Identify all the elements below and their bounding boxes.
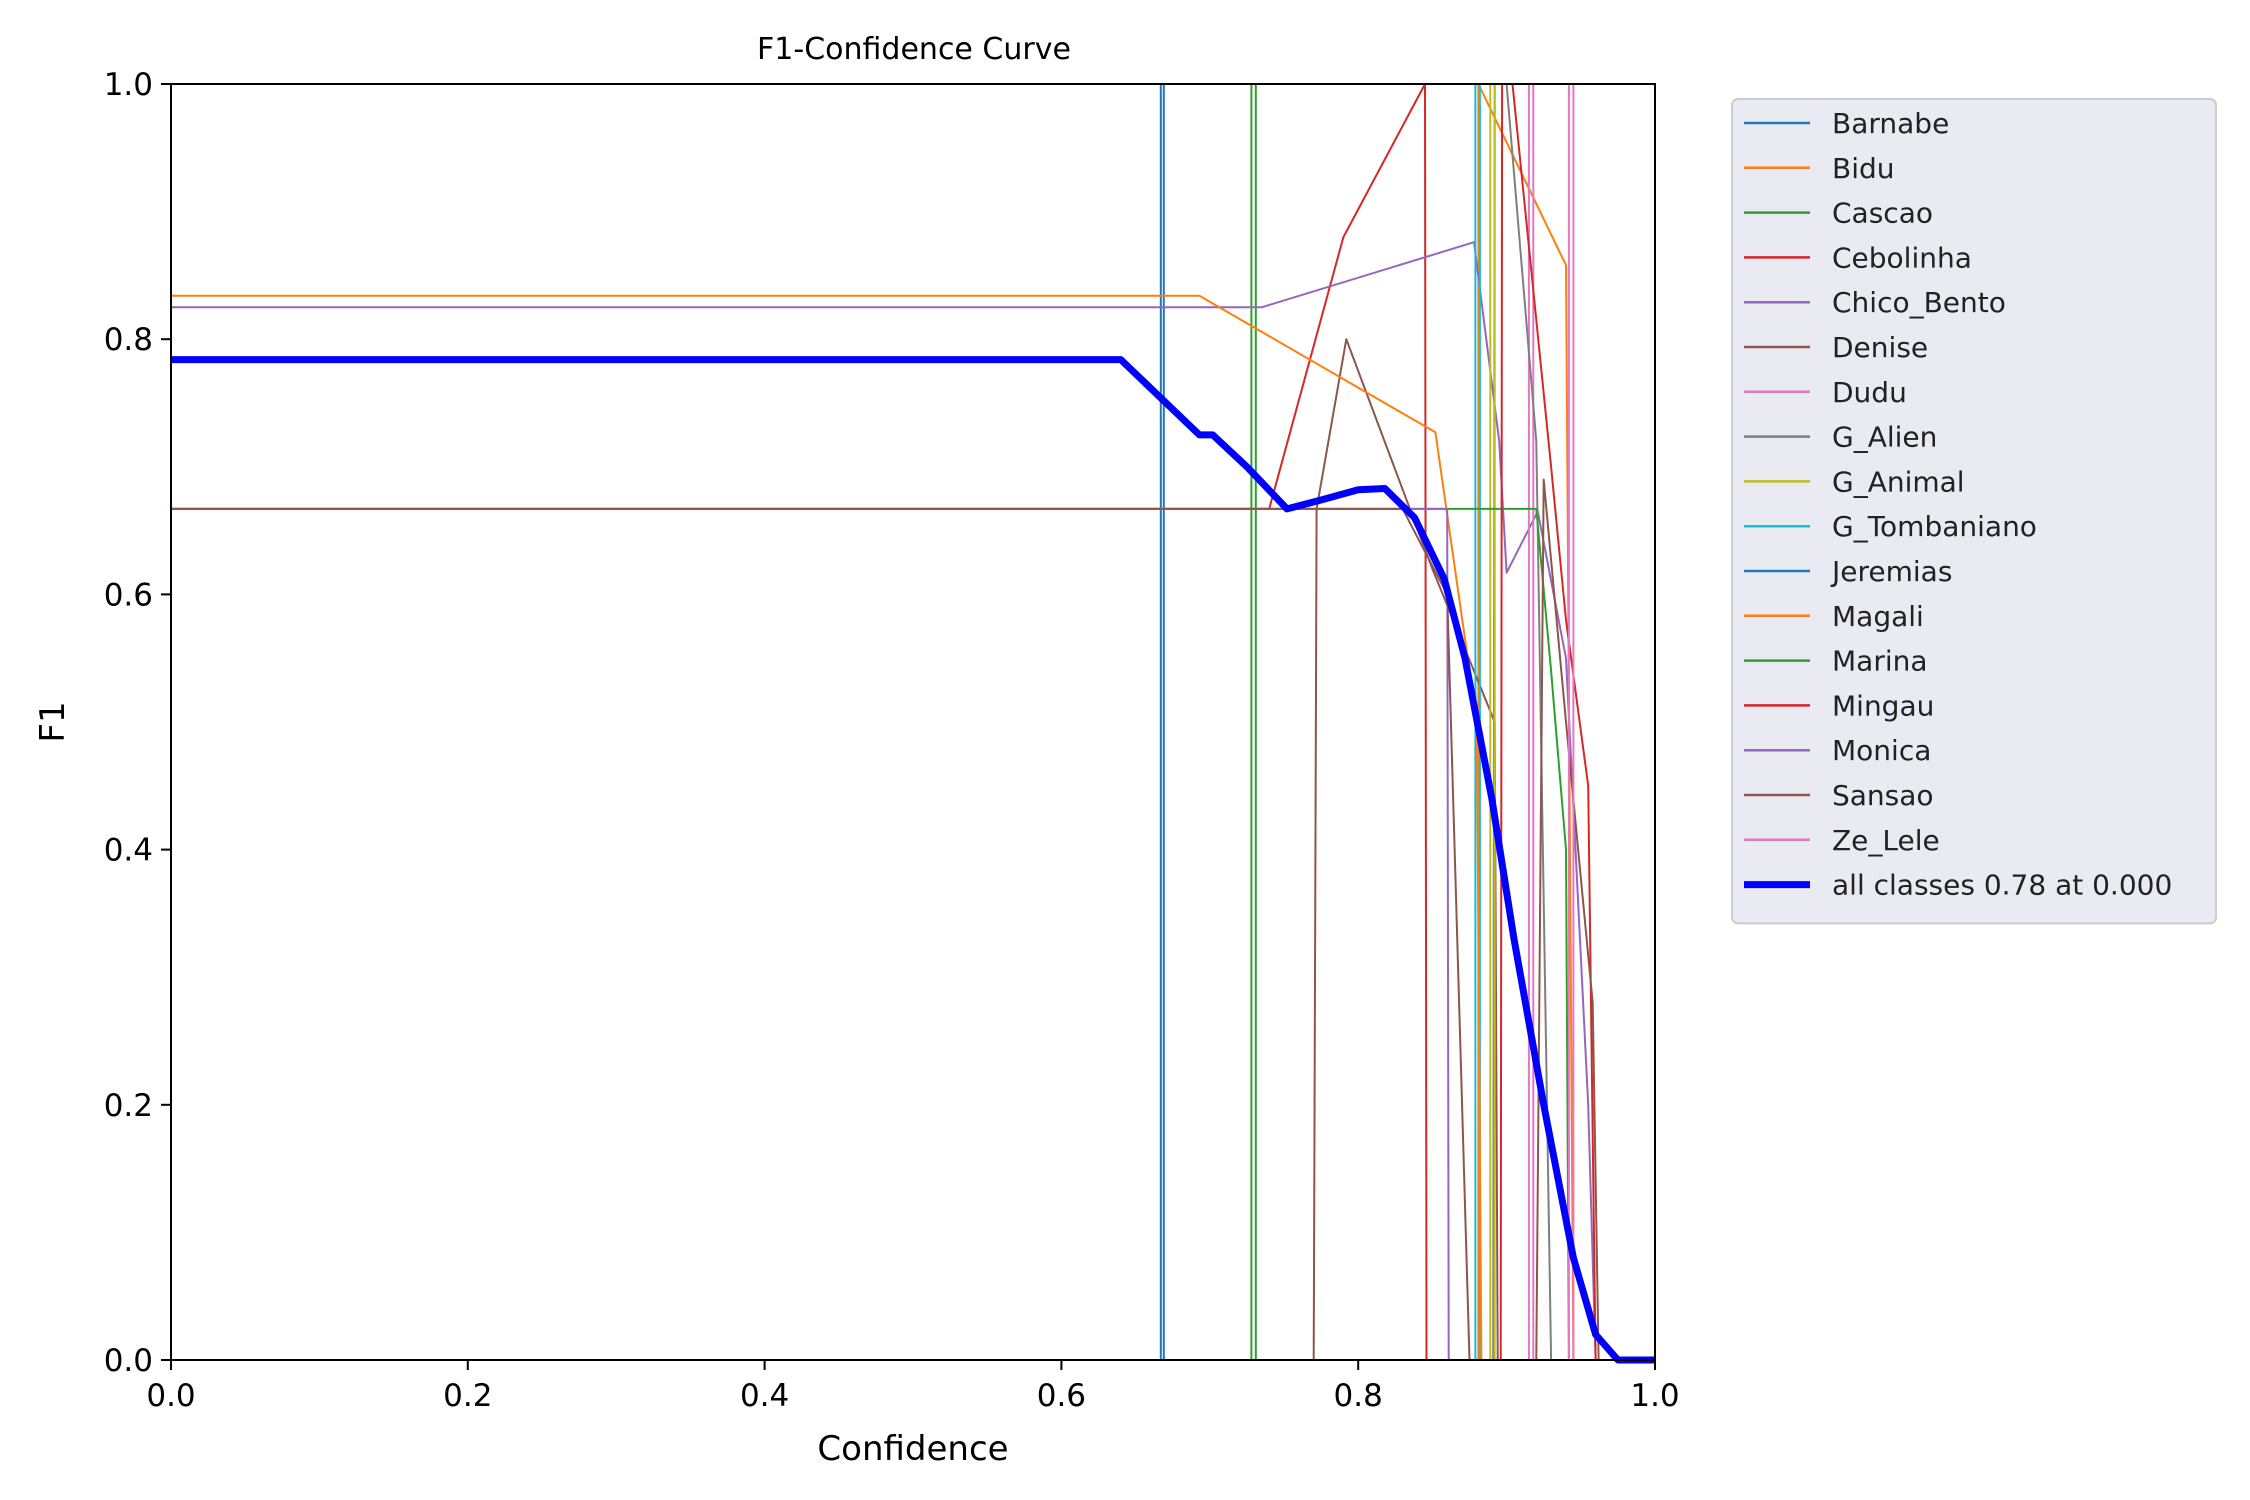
y-tick-label: 0.2 <box>104 1088 153 1124</box>
chart-title: F1-Confidence Curve <box>757 32 1071 67</box>
y-tick-label: 0.6 <box>104 577 153 613</box>
series-line-ze-lele <box>171 83 1655 1361</box>
x-tick-label: 0.2 <box>443 1378 492 1414</box>
x-tick-label: 0.4 <box>740 1378 789 1414</box>
x-tick-label: 0.8 <box>1334 1378 1383 1414</box>
series-line-g-animal <box>171 83 1655 1361</box>
y-tick-label: 1.0 <box>104 67 153 103</box>
plot-frame <box>170 83 1656 1361</box>
series-line-barnabe <box>171 83 1655 1361</box>
series-line-all-classes-0-78-at-0-000 <box>171 356 1655 1364</box>
series-line-mingau <box>171 83 1655 1361</box>
legend-label-monica: Monica <box>1832 734 1931 767</box>
y-tick-label: 0.4 <box>104 833 153 869</box>
series-line-dudu <box>171 83 1655 1361</box>
series-line-monica <box>171 507 1655 1361</box>
plot-area <box>171 83 1655 1364</box>
legend-label-magali: Magali <box>1832 600 1924 633</box>
legend-label-marina: Marina <box>1832 645 1928 678</box>
legend: Barnabe Bidu Cascao Cebolinha Chico_Bento Den… <box>1731 98 2217 925</box>
legend-label-cascao: Cascao <box>1832 197 1933 230</box>
y-tick-label: 0.8 <box>104 322 153 358</box>
legend-label-dudu: Dudu <box>1832 376 1907 409</box>
legend-label-g-animal: G_Animal <box>1832 465 1965 498</box>
legend-label-cebolinha: Cebolinha <box>1832 241 1972 274</box>
x-axis: 0.0 0.2 0.4 0.6 0.8 1.0 <box>146 1360 1680 1414</box>
x-tick-label: 1.0 <box>1630 1378 1679 1414</box>
y-axis: 0.0 0.2 0.4 0.6 0.8 1.0 <box>104 67 171 1379</box>
legend-label-ze-lele: Ze_Lele <box>1832 824 1940 857</box>
series-line-denise <box>171 338 1655 1361</box>
x-tick-label: 0.0 <box>146 1378 195 1414</box>
legend-label-g-alien: G_Alien <box>1832 421 1937 454</box>
legend-label-chico-bento: Chico_Bento <box>1832 286 2006 319</box>
x-tick-label: 0.6 <box>1037 1378 1086 1414</box>
series-line-cebolinha <box>171 83 1655 1361</box>
legend-label-all-classes-0-78-at-0-000: all classes 0.78 at 0.000 <box>1832 869 2172 902</box>
x-axis-label: Confidence <box>817 1429 1008 1469</box>
legend-label-mingau: Mingau <box>1832 689 1934 722</box>
legend-label-bidu: Bidu <box>1832 152 1895 185</box>
legend-label-sansao: Sansao <box>1832 779 1934 812</box>
series-line-cascao <box>171 83 1655 1361</box>
legend-label-jeremias: Jeremias <box>1830 555 1952 588</box>
series-line-magali <box>171 294 1655 1361</box>
legend-label-barnabe: Barnabe <box>1832 107 1949 140</box>
y-tick-label: 0.0 <box>104 1343 153 1379</box>
legend-label-denise: Denise <box>1832 331 1928 364</box>
series-line-chico-bento <box>171 241 1655 1361</box>
series-line-bidu <box>171 83 1655 1361</box>
y-axis-label: F1 <box>33 701 73 742</box>
series-line-sansao <box>171 478 1655 1361</box>
series-line-marina <box>171 507 1655 1361</box>
legend-label-g-tombaniano: G_Tombaniano <box>1832 510 2037 543</box>
legend-box <box>1731 98 2217 925</box>
series-line-g-alien <box>171 83 1655 1361</box>
series-line-g-tombaniano <box>171 83 1655 1361</box>
